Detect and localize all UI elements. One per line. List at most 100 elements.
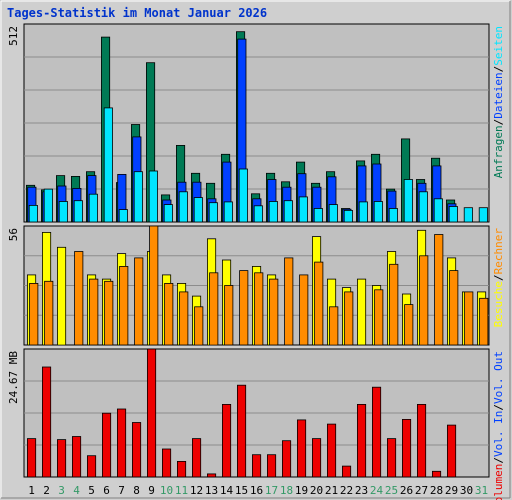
bar-seiten-day-12 — [193, 197, 203, 223]
bar-volumen-day-20 — [311, 438, 322, 478]
legend-separator: / — [492, 119, 505, 126]
x-tick-day-7: 7 — [118, 484, 125, 497]
legend-separator: / — [492, 457, 505, 464]
bar-volumen-day-4 — [72, 436, 82, 478]
bar-seiten-day-5 — [88, 193, 98, 223]
bar-volumen-day-16 — [251, 454, 262, 478]
bar-rechner-day-10 — [164, 282, 174, 346]
bar-seiten-day-13 — [208, 202, 218, 223]
panel-bot: 24.67 MB — [7, 348, 490, 478]
bar-volumen-day-5 — [87, 455, 97, 478]
bar-seiten-day-27 — [418, 191, 428, 223]
bar-rechner-day-16 — [254, 272, 264, 346]
bar-volumen-day-1 — [26, 438, 37, 478]
chart-legends: Anfragen/Dateien/SeitenBesuche/RechnerVo… — [492, 26, 505, 500]
bar-seiten-day-16 — [253, 205, 263, 223]
panel-top-max-label: 512 — [7, 26, 20, 46]
bar-besuche-day-3 — [57, 246, 67, 346]
bar-volumen-day-29 — [446, 424, 457, 478]
x-tick-day-8: 8 — [133, 484, 140, 497]
bar-volumen-day-2 — [42, 366, 52, 478]
panel-bot-max-label: 24.67 MB — [7, 351, 20, 404]
bar-rechner-day-31 — [479, 297, 489, 346]
x-tick-day-18: 18 — [280, 484, 293, 497]
bar-volumen-day-13 — [206, 473, 217, 478]
bar-seiten-day-9 — [148, 170, 158, 223]
bar-seiten-day-31 — [478, 207, 488, 223]
x-tick-day-11: 11 — [175, 484, 188, 497]
bar-volumen-day-19 — [296, 419, 307, 478]
bar-seiten-day-8 — [133, 171, 143, 223]
bar-rechner-day-29 — [449, 270, 459, 346]
bar-seiten-day-26 — [403, 179, 413, 223]
legend-separator: / — [492, 274, 505, 281]
bar-rechner-day-4 — [74, 251, 84, 346]
x-tick-day-4: 4 — [73, 484, 80, 497]
bar-volumen-day-23 — [356, 403, 367, 478]
bar-volumen-day-10 — [161, 448, 172, 478]
bar-rechner-day-1 — [29, 282, 39, 346]
bar-rechner-day-26 — [404, 304, 414, 346]
bar-volumen-day-22 — [341, 465, 352, 478]
bar-volumen-day-18 — [281, 440, 292, 478]
bar-rechner-day-7 — [119, 265, 129, 346]
bar-seiten-day-15 — [238, 168, 248, 223]
bar-seiten-day-23 — [358, 201, 368, 223]
bar-rechner-day-25 — [389, 263, 399, 346]
bar-seiten-day-10 — [163, 204, 173, 223]
bar-volumen-day-28 — [431, 470, 442, 478]
chart-panels: 512 56 24.67 MB — [7, 23, 490, 478]
bar-seiten-day-3 — [58, 201, 68, 223]
bar-volumen-day-24 — [371, 386, 382, 478]
x-tick-day-25: 25 — [385, 484, 398, 497]
legend-entry-anfragen: Anfragen — [492, 125, 505, 178]
legend-entry-vol-in: Vol. In — [492, 411, 505, 457]
x-tick-day-22: 22 — [340, 484, 353, 497]
bar-besuche-day-23 — [356, 278, 367, 346]
legend-bot: Volumen/Vol. In/Vol. Out — [492, 351, 505, 500]
bar-volumen-day-17 — [266, 454, 277, 478]
panel-mid-max-label: 56 — [7, 228, 20, 241]
bar-rechner-day-6 — [104, 280, 114, 346]
bar-rechner-day-28 — [434, 234, 444, 346]
bar-seiten-day-29 — [448, 206, 458, 223]
x-axis-day-labels: 1 2 3 4 5 6 7 8 9 10 11 12 13 14 15 16 17 18 19 20 21 22 23 24 2… — [28, 484, 488, 497]
bar-seiten-day-4 — [73, 200, 83, 223]
x-tick-day-23: 23 — [355, 484, 368, 497]
legend-entry-dateien: Dateien — [492, 72, 505, 118]
x-tick-day-24: 24 — [370, 484, 384, 497]
bar-volumen-day-27 — [416, 403, 427, 478]
bar-seiten-day-19 — [298, 196, 308, 223]
x-tick-day-31: 31 — [475, 484, 488, 497]
legend-entry-vol-out: Vol. Out — [492, 351, 505, 404]
x-tick-day-12: 12 — [190, 484, 203, 497]
x-tick-day-6: 6 — [103, 484, 110, 497]
bar-rechner-day-9 — [149, 225, 159, 346]
x-tick-day-21: 21 — [325, 484, 338, 497]
bar-rechner-day-22 — [344, 291, 354, 346]
bar-volumen-day-15 — [236, 384, 247, 478]
bar-seiten-day-6 — [103, 107, 113, 223]
bar-seiten-day-28 — [433, 198, 443, 223]
legend-entry-besuche: Besuche — [492, 281, 505, 327]
bar-rechner-day-24 — [374, 289, 384, 346]
x-tick-day-2: 2 — [43, 484, 50, 497]
bar-seiten-day-18 — [283, 200, 293, 223]
bar-volumen-day-6 — [102, 412, 112, 478]
bar-volumen-day-9 — [146, 348, 157, 478]
bar-seiten-day-17 — [268, 201, 278, 223]
bar-rechner-day-20 — [314, 261, 324, 346]
bar-volumen-day-14 — [221, 403, 232, 478]
legend-top: Anfragen/Dateien/Seiten — [492, 26, 505, 178]
x-tick-day-29: 29 — [445, 484, 458, 497]
x-tick-day-13: 13 — [205, 484, 218, 497]
bar-volumen-day-8 — [131, 422, 142, 478]
bar-seiten-day-30 — [463, 207, 473, 223]
bar-seiten-day-14 — [223, 201, 233, 223]
x-tick-day-30: 30 — [460, 484, 473, 497]
bar-volumen-day-21 — [326, 423, 337, 478]
bar-volumen-day-12 — [191, 438, 202, 478]
bar-volumen-day-7 — [117, 408, 127, 478]
